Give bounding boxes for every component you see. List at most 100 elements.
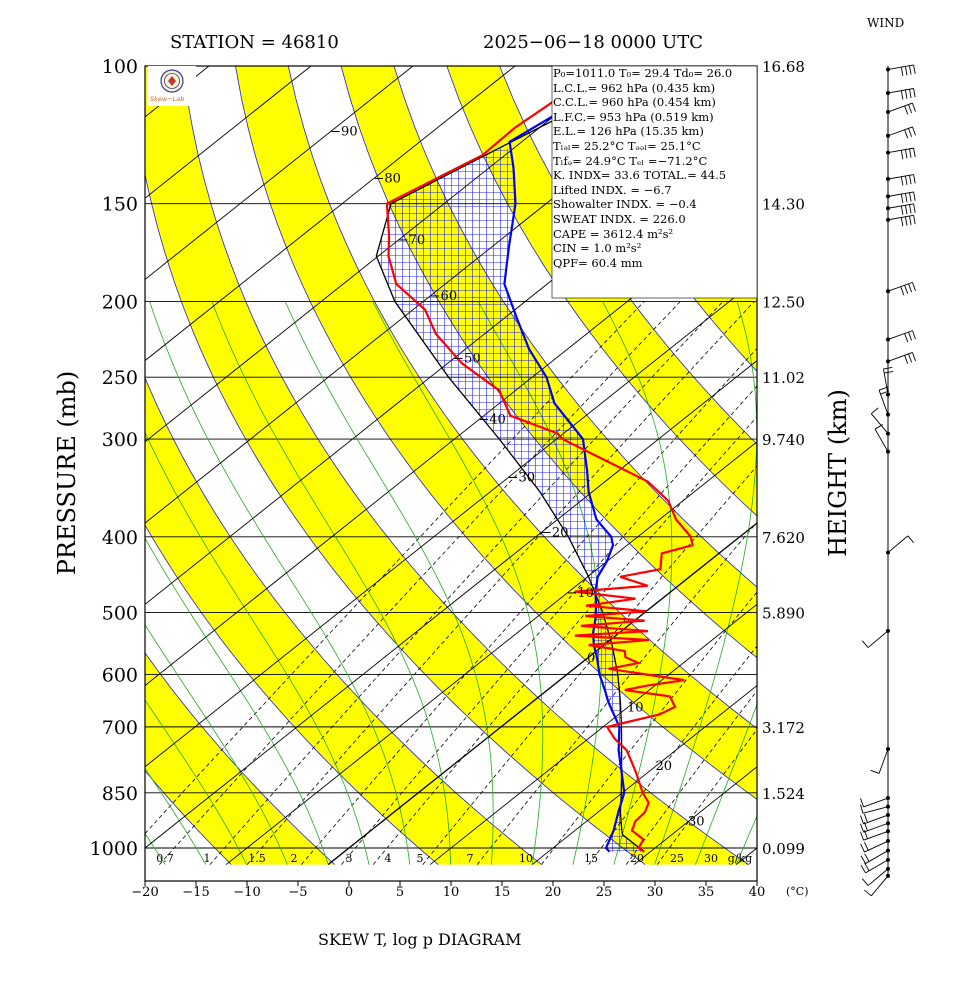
cape-hatch [376,144,645,852]
moist-adiabat-line [145,537,329,865]
wind-barb-shaft [887,147,914,154]
isotherm-label: −50 [453,351,480,366]
wind-barb-shaft [867,630,889,648]
mixing-ratio-labels: 0.7 1 1.5 2 3 4 5 7 10 15 20 25 30 g/kg [156,852,752,865]
wind-barb-shaft [887,191,914,197]
height-tick-label: 11.02 [762,369,805,387]
isotherm-line [429,603,757,865]
isotherm-line [145,66,516,362]
dry-adiabat-band [145,377,542,865]
wind-barb-feather [909,175,912,185]
dry-adiabat-band [145,66,749,865]
wind-barb-feather [900,150,904,160]
dry-adiabat-line [145,376,542,865]
mixing-ratio-label: 2 [291,852,298,865]
station-logo: Skew−Lab [148,66,196,106]
x-tick-label: 15 [494,885,511,900]
isotherm-label: −10 [566,586,593,601]
wind-barb-feather [912,352,916,362]
wind-barb-feather [909,89,912,99]
parcel-line [375,66,653,853]
wind-barb-feather [912,126,916,136]
mixing-ratio-label: 0.7 [156,852,174,865]
wind-barb-feather [864,853,870,862]
wind-barb-feather [904,129,909,139]
dry-adiabat-line [182,66,749,865]
info-lifted-index: Lifted INDX. = −6.7 [553,182,672,197]
wind-barb-feather [860,798,864,808]
wind-barb-feather [900,286,905,296]
height-axis-label: HEIGHT (km) [824,389,852,557]
pressure-tick-label: 850 [102,783,138,805]
info-qpf: QPF= 60.4 mm [553,255,643,270]
wind-barb-shaft [887,535,909,553]
pressure-tick-label: 500 [102,603,138,625]
moist-adiabat-line [145,832,166,865]
info-lfc: L.F.C.= 953 hPa (0.519 km) [553,109,714,124]
wind-barb-feather [860,815,864,825]
dry-adiabat-line [145,172,646,865]
wind-barb-feather [909,65,912,75]
isotherm-line [225,441,757,865]
mixing-ratio-label: 25 [670,852,684,865]
wind-barb-shaft [874,428,889,452]
mixing-ratio-line [159,301,681,865]
dry-adiabat-line [145,652,335,865]
wind-barb-feather [864,889,872,897]
wind-title: WIND [867,16,904,30]
wind-barb-feather [884,371,894,374]
height-tick-label: 3.172 [762,719,805,737]
wind-barb-feather [863,813,868,823]
wind-barb-shaft [887,64,914,70]
wind-barb-feather [912,282,916,291]
wind-barb-shaft [863,814,889,825]
moist-adiabat-line [602,301,673,865]
isotherm-label: −90 [330,125,357,140]
dry-adiabat-line [922,66,960,865]
mixing-ratio-line [246,301,755,865]
wind-barb-feather [909,204,912,214]
dry-adiabat-line [145,770,232,865]
wind-barb-feather [874,424,884,430]
info-sweat-index: SWEAT INDX. = 226.0 [553,211,686,226]
moist-adiabat-line [149,301,411,865]
x-unit-label: (°C) [786,885,809,898]
dry-adiabat-line [446,66,757,517]
station-title: STATION = 46810 [170,32,339,53]
isotherm-label: −80 [373,171,400,186]
moist-adiabat-line [145,767,207,865]
pressure-tick-label: 700 [102,717,138,739]
dry-adiabat-band [764,66,960,865]
moist-adiabat-line [372,301,544,865]
isotherm-label: −20 [541,525,568,540]
x-tick-label: 5 [396,885,404,900]
pressure-tick-label: 200 [102,291,138,313]
moist-adiabat-line [211,301,451,865]
wind-barb-feather [908,353,913,363]
x-tick-label: 10 [443,885,460,900]
station-seal-icon [148,66,196,106]
wind-barb-shaft [867,868,889,886]
wind-barb-feather [904,216,908,226]
moist-adiabat-lines [145,301,757,865]
wind-barb-feather [909,148,912,158]
temperature-line [385,66,694,853]
isotherm-label: 0 [587,651,595,666]
wind-barb-feather [860,864,866,874]
isotherm-line [531,684,757,865]
wind-barb-feather [860,843,865,853]
wind-barb-feather [904,89,908,99]
wind-barb-feather [900,205,904,215]
axes: −20 −15 −10 −5 0 5 10 15 20 25 30 35 401001502002503… [90,56,805,900]
height-tick-label: 12.50 [762,293,805,311]
x-tick-label: 20 [545,885,562,900]
bottom-title: SKEW T, log p DIAGRAM [318,930,522,949]
isotherm-label: −60 [430,289,457,304]
wind-barb-shaft [878,748,889,774]
wind-barb-feather [904,285,909,294]
wind-barb-feather [861,878,869,886]
mixing-ratio-label: 4 [385,852,392,865]
dry-adiabat-line [870,66,960,865]
isotherm-line [145,360,757,849]
pressure-tick-label: 1000 [90,838,138,860]
